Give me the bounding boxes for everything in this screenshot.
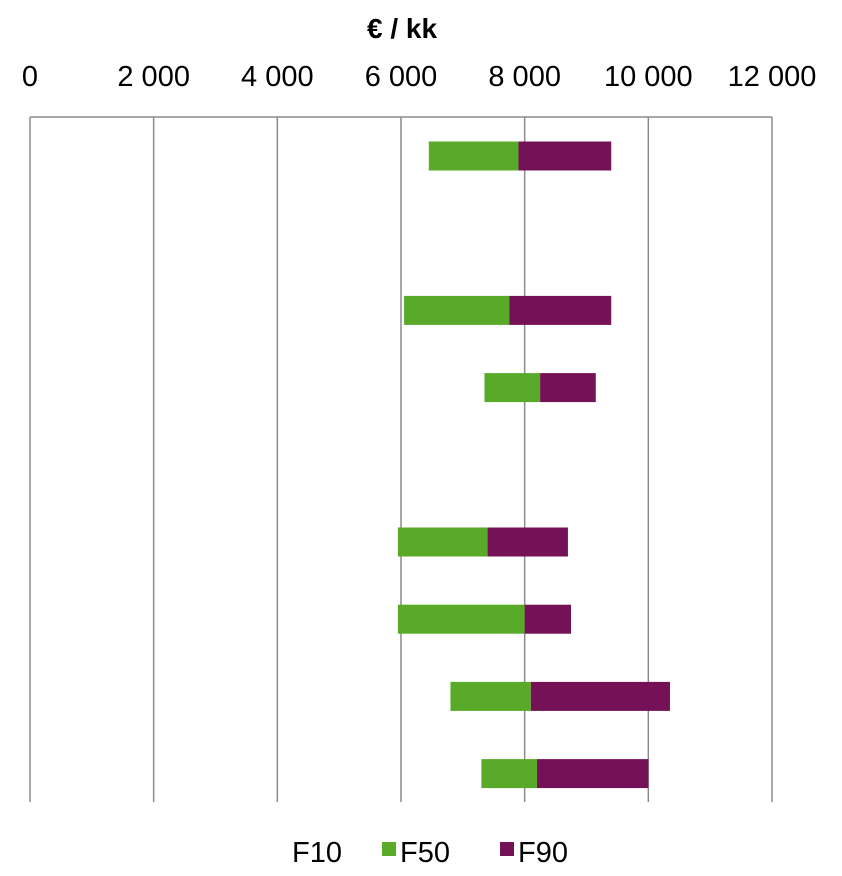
x-tick-label: 8 000 bbox=[488, 61, 561, 93]
x-tick-label: 4 000 bbox=[241, 61, 314, 93]
legend-swatch bbox=[382, 842, 396, 856]
bar-f90 bbox=[537, 759, 649, 789]
bar-f50 bbox=[404, 295, 510, 325]
bar-f50 bbox=[484, 373, 541, 403]
legend-label: F50 bbox=[400, 837, 450, 869]
chart-title: € / kk bbox=[367, 13, 437, 44]
bar-f50 bbox=[397, 604, 525, 634]
bar-f90 bbox=[540, 373, 596, 403]
x-tick-label: 10 000 bbox=[604, 61, 693, 93]
bar-f50 bbox=[428, 141, 519, 171]
gridlines bbox=[29, 116, 773, 802]
bar-f50 bbox=[481, 759, 538, 789]
x-tick-label: 6 000 bbox=[365, 61, 438, 93]
bar-f90 bbox=[530, 681, 670, 711]
bar-f50 bbox=[450, 681, 531, 711]
x-tick-label: 2 000 bbox=[117, 61, 190, 93]
legend-label: F10 bbox=[292, 837, 342, 869]
x-tick-label: 0 bbox=[22, 61, 38, 93]
legend-label: F90 bbox=[518, 837, 568, 869]
legend-swatch bbox=[500, 842, 514, 856]
bar-f90 bbox=[518, 141, 612, 171]
bar-f90 bbox=[509, 295, 612, 325]
bar-f50 bbox=[397, 527, 488, 557]
bars bbox=[397, 141, 670, 789]
x-tick-label: 12 000 bbox=[728, 61, 817, 93]
legend: F10 F50 F90 bbox=[292, 837, 568, 869]
bar-f90 bbox=[487, 527, 568, 557]
x-axis-tick-labels: 0 2 000 4 000 6 000 8 000 10 000 12 000 bbox=[22, 61, 816, 93]
bar-f90 bbox=[524, 604, 572, 634]
